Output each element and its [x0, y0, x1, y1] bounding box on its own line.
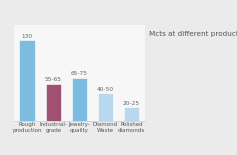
- Text: 40-50: 40-50: [97, 87, 114, 92]
- Bar: [98, 93, 113, 121]
- Text: 20-25: 20-25: [123, 101, 140, 106]
- Bar: [124, 107, 139, 121]
- Bar: [19, 40, 35, 121]
- Text: 55-65: 55-65: [45, 78, 62, 82]
- Bar: [46, 84, 61, 121]
- Bar: [72, 78, 87, 121]
- Text: 65-75: 65-75: [71, 71, 88, 76]
- Text: 130: 130: [22, 34, 33, 39]
- Text: Mcts at different production stages in 2013: Mcts at different production stages in 2…: [149, 31, 237, 37]
